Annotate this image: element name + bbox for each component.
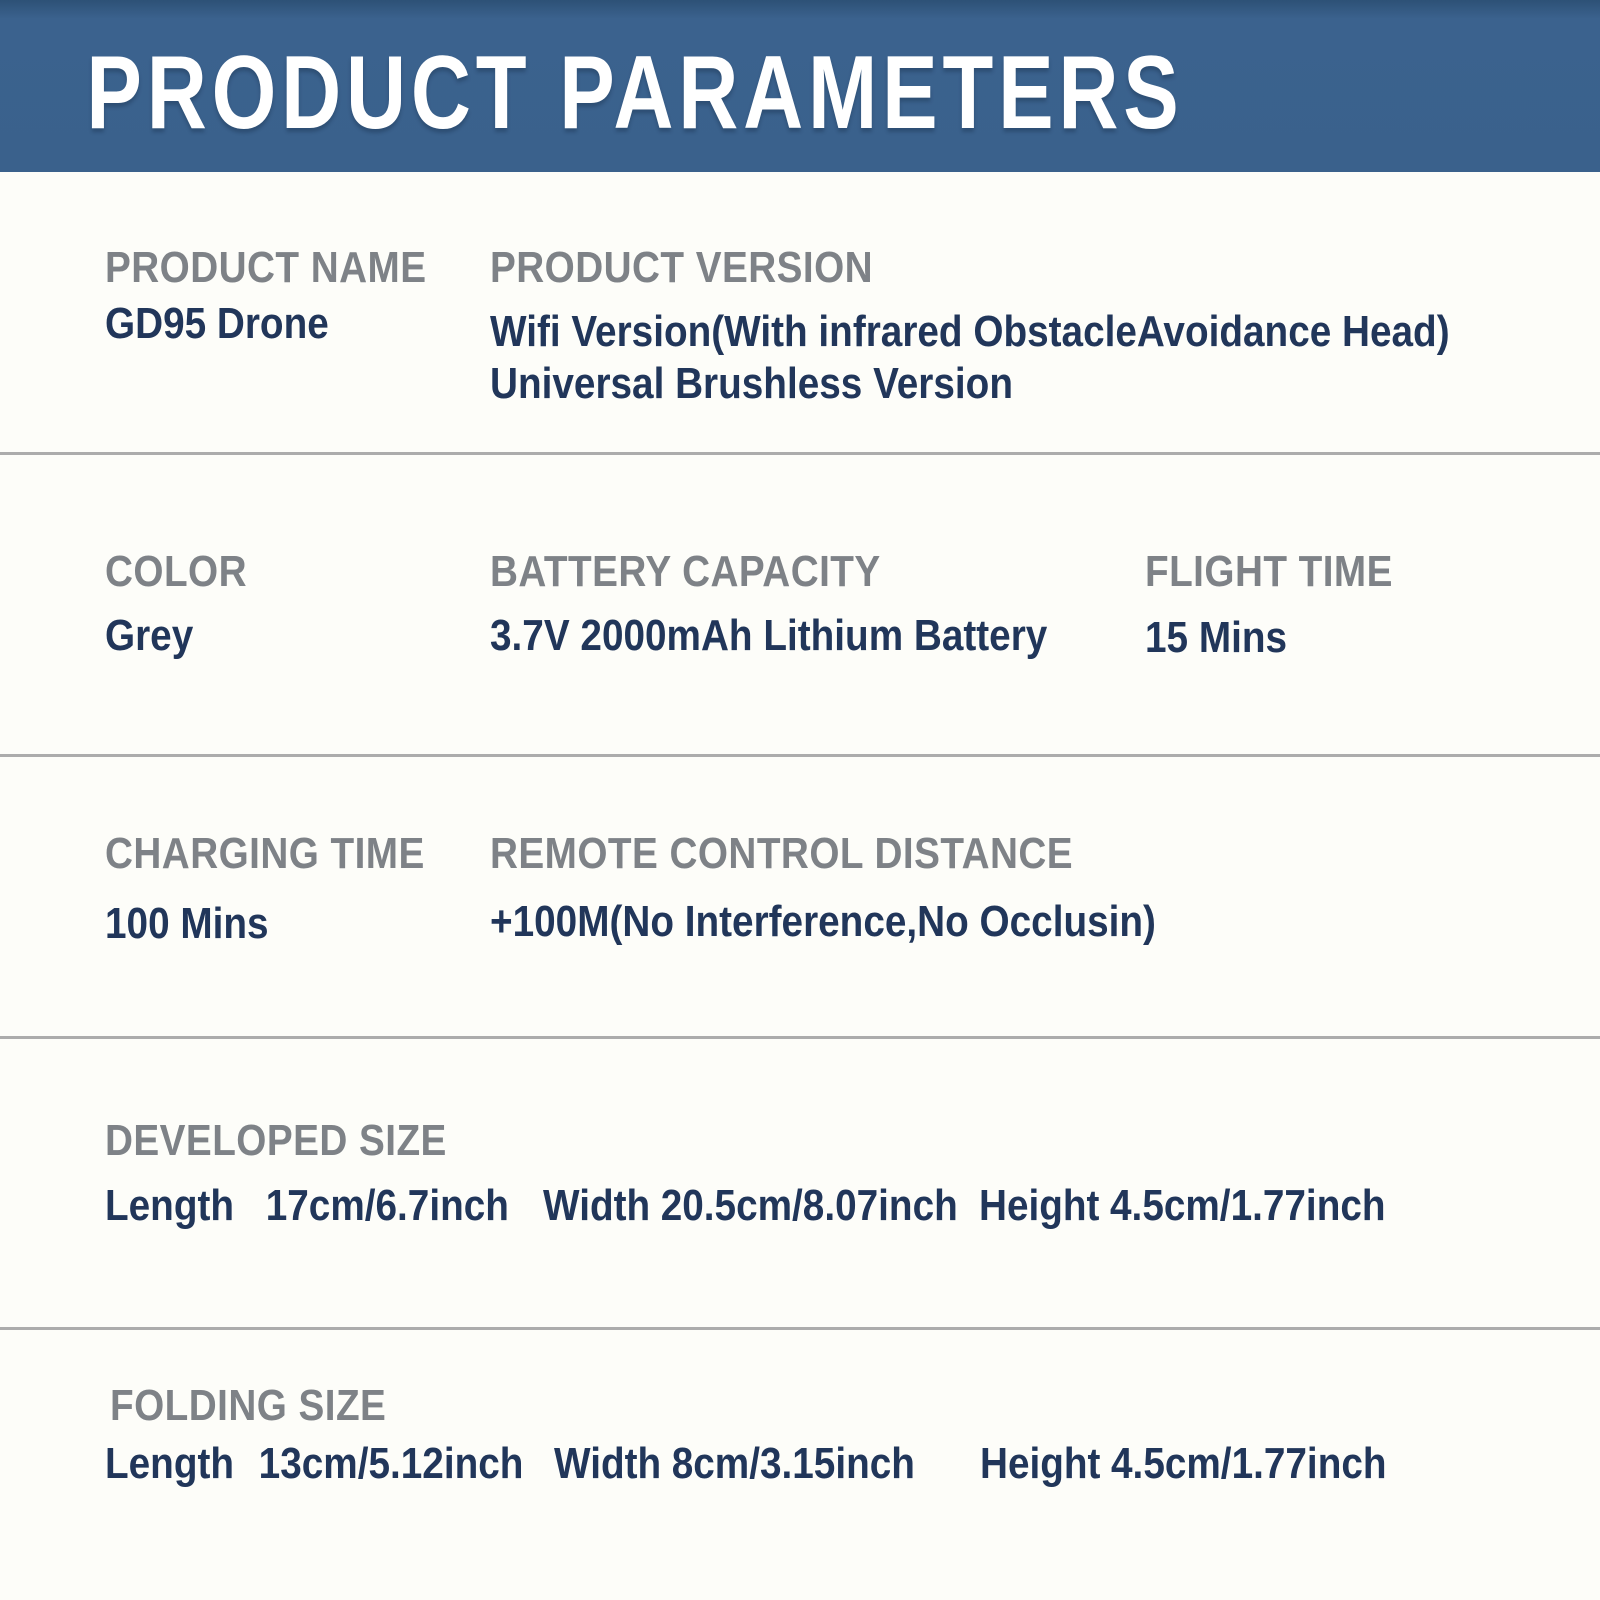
flight-time-value: 15 Mins (1145, 613, 1288, 662)
measurement-value: 17cm/6.7inch (265, 1181, 509, 1230)
measurement-name: Height (979, 1181, 1100, 1230)
developed-width: Width 20.5cm/8.07inch (543, 1180, 958, 1232)
folding-width: Width 8cm/3.15inch (554, 1438, 915, 1490)
measurement-name: Width (554, 1439, 662, 1488)
product-name-label: PRODUCT NAME (105, 243, 427, 292)
divider (0, 452, 1600, 455)
product-version-line-2: Universal Brushless Version (490, 359, 1013, 408)
charging-time-value: 100 Mins (105, 899, 269, 948)
color-label: COLOR (105, 547, 248, 596)
page-title: PRODUCT PARAMETERS (86, 34, 1184, 151)
measurement-name: Length (105, 1439, 235, 1488)
folding-height: Height 4.5cm/1.77inch (980, 1438, 1387, 1490)
product-name-value: GD95 Drone (105, 299, 329, 348)
header-banner: PRODUCT PARAMETERS (0, 0, 1600, 172)
color-value: Grey (105, 611, 194, 660)
measurement-value: 4.5cm/1.77inch (1111, 1439, 1387, 1488)
folding-size-label: FOLDING SIZE (110, 1381, 387, 1430)
measurement-value: 20.5cm/8.07inch (660, 1181, 958, 1230)
remote-distance-value: +100M(No Interference,No Occlusin) (490, 897, 1156, 946)
measurement-name: Height (980, 1439, 1101, 1488)
flight-time-label: FLIGHT TIME (1145, 547, 1393, 596)
measurement-name: Length (105, 1181, 235, 1230)
charging-time-label: CHARGING TIME (105, 829, 425, 878)
measurement-value: 8cm/3.15inch (671, 1439, 915, 1488)
divider (0, 1327, 1600, 1330)
product-version-label: PRODUCT VERSION (490, 243, 874, 292)
developed-height: Height 4.5cm/1.77inch (979, 1180, 1386, 1232)
folding-length: Length 13cm/5.12inch (105, 1438, 523, 1490)
battery-capacity-value: 3.7V 2000mAh Lithium Battery (490, 611, 1048, 660)
measurement-name: Width (543, 1181, 651, 1230)
divider (0, 1036, 1600, 1039)
divider (0, 754, 1600, 757)
battery-capacity-label: BATTERY CAPACITY (490, 547, 881, 596)
measurement-value: 4.5cm/1.77inch (1110, 1181, 1386, 1230)
developed-length: Length 17cm/6.7inch (105, 1180, 509, 1232)
developed-size-label: DEVELOPED SIZE (105, 1116, 447, 1165)
measurement-value: 13cm/5.12inch (258, 1439, 524, 1488)
product-version-line-1: Wifi Version(With infrared ObstacleAvoid… (490, 307, 1450, 356)
remote-distance-label: REMOTE CONTROL DISTANCE (490, 829, 1074, 878)
